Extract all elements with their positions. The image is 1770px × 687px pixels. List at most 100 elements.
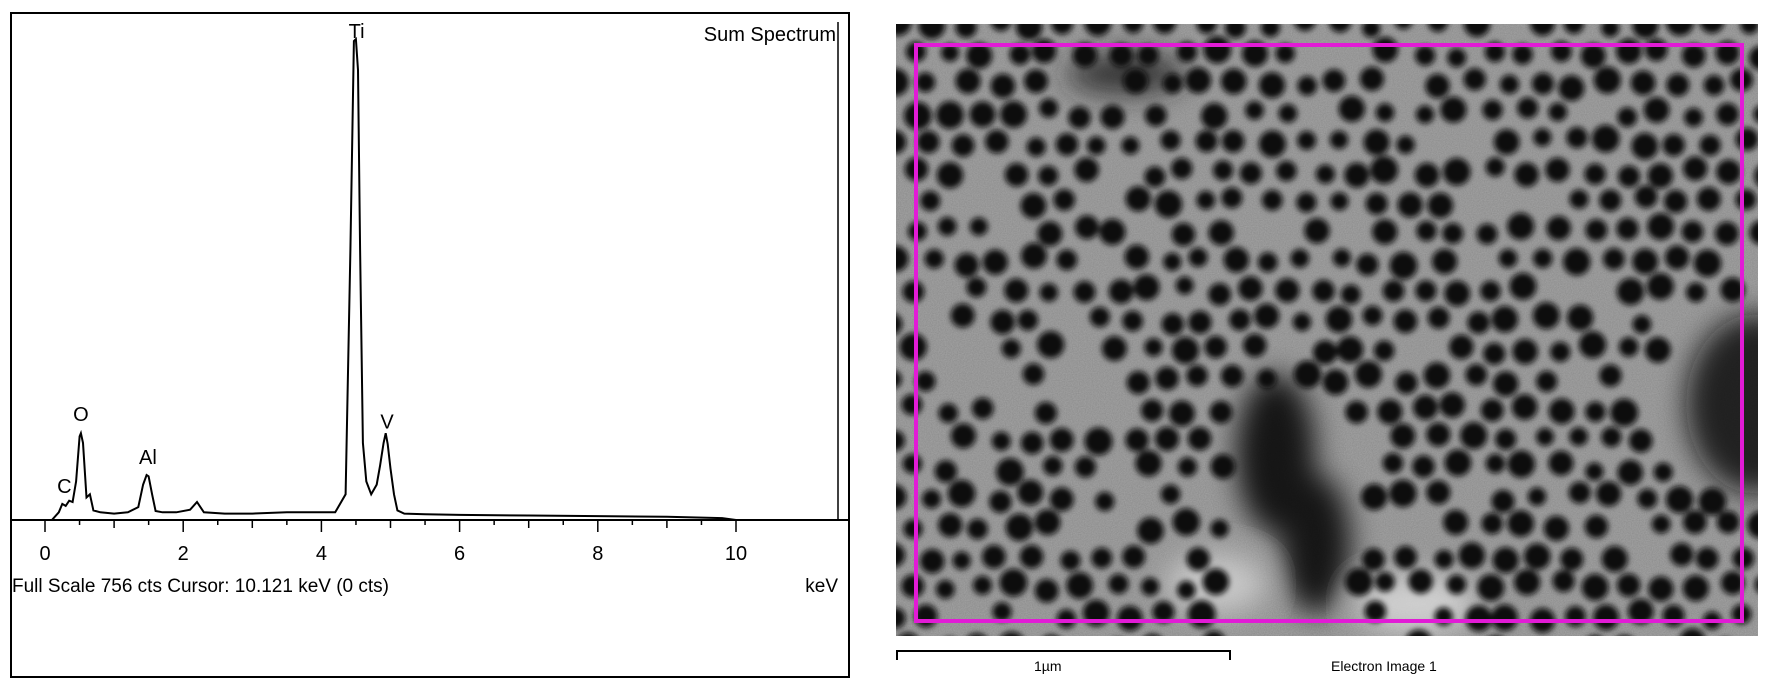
pore	[1297, 131, 1317, 150]
pore	[1493, 371, 1519, 397]
pore	[1569, 427, 1588, 446]
pore	[1415, 280, 1437, 302]
pore	[1315, 164, 1335, 184]
pore	[1053, 189, 1075, 211]
pore	[1548, 102, 1568, 122]
pore	[901, 394, 923, 415]
pore	[1254, 303, 1280, 329]
pore	[1361, 483, 1388, 511]
pore	[1569, 189, 1589, 209]
pore	[1144, 104, 1167, 127]
pore	[1491, 305, 1519, 333]
pore	[1523, 543, 1551, 570]
pore	[1596, 481, 1622, 507]
pore	[1024, 69, 1048, 94]
pore	[1004, 278, 1029, 303]
pore	[1631, 132, 1659, 160]
pore	[1536, 370, 1558, 392]
pore	[1001, 631, 1022, 636]
pore	[1220, 68, 1247, 95]
pore	[1616, 38, 1642, 65]
pore	[1599, 364, 1622, 387]
pore	[1188, 310, 1212, 334]
pore	[1037, 331, 1065, 359]
pore	[1395, 24, 1412, 30]
pore	[1563, 248, 1591, 276]
pore	[1566, 126, 1588, 149]
pore	[1715, 221, 1739, 246]
pore	[969, 101, 996, 128]
pore	[1382, 280, 1405, 302]
pore	[1530, 24, 1555, 36]
pore	[1162, 73, 1183, 94]
pore	[1449, 334, 1474, 360]
pore	[1507, 510, 1535, 537]
pore	[1332, 248, 1351, 267]
pore	[1089, 306, 1110, 328]
pore	[1415, 105, 1435, 124]
pore	[1176, 41, 1198, 63]
pore	[1442, 222, 1464, 244]
pore	[1073, 281, 1096, 303]
pore	[1220, 364, 1244, 388]
pore	[1686, 282, 1706, 303]
pore	[1125, 428, 1149, 452]
tick-group	[44, 520, 737, 532]
pore	[896, 130, 907, 154]
spectrum-chart: Sum Spectrum 0 2 4 6 8 10 C O Al Ti V Full Scale …	[12, 21, 848, 597]
pore	[907, 221, 927, 241]
pore	[1460, 422, 1488, 450]
pore	[1015, 24, 1043, 41]
pore	[1485, 453, 1506, 474]
pore	[1584, 163, 1606, 185]
pore	[1681, 43, 1706, 68]
pore	[1662, 604, 1685, 627]
pore	[1666, 24, 1694, 36]
pore	[1395, 371, 1418, 395]
pore	[1666, 73, 1690, 97]
pore	[1242, 40, 1268, 67]
pore	[1344, 162, 1370, 188]
pore	[1108, 279, 1134, 304]
pore	[955, 68, 981, 94]
pore	[1261, 189, 1283, 211]
pore	[1565, 606, 1586, 627]
pore	[1517, 97, 1539, 119]
pore	[1601, 545, 1628, 573]
pore	[1020, 192, 1047, 219]
pore	[936, 101, 964, 129]
pore	[1394, 545, 1417, 569]
pore	[1362, 305, 1383, 326]
pore	[1716, 102, 1739, 126]
pore	[1696, 187, 1721, 211]
pore	[1616, 217, 1639, 240]
status-readout: Full Scale 756 cts Cursor: 10.121 keV (0…	[12, 576, 389, 597]
pore	[1580, 43, 1606, 69]
pore	[990, 73, 1016, 99]
pore	[1662, 133, 1685, 157]
pore	[1645, 38, 1668, 62]
pore	[905, 41, 927, 62]
pore	[1121, 136, 1140, 155]
pore	[989, 490, 1012, 513]
pore	[1563, 24, 1584, 34]
pore	[1618, 165, 1640, 188]
pore	[1628, 598, 1654, 625]
pore	[1171, 222, 1196, 247]
pore	[1377, 399, 1403, 425]
pore	[1031, 38, 1057, 64]
pore	[1155, 426, 1180, 451]
pore	[1019, 544, 1044, 569]
pore	[982, 544, 1006, 569]
pore	[1389, 479, 1417, 508]
pore	[1084, 427, 1113, 456]
pore	[1491, 604, 1518, 631]
pore	[1336, 336, 1364, 363]
pore	[1443, 509, 1469, 535]
pore	[1664, 245, 1690, 270]
pore	[1009, 44, 1031, 65]
pore	[1056, 609, 1076, 629]
pore	[896, 24, 912, 36]
pore	[1223, 247, 1250, 273]
pore	[1601, 24, 1620, 38]
